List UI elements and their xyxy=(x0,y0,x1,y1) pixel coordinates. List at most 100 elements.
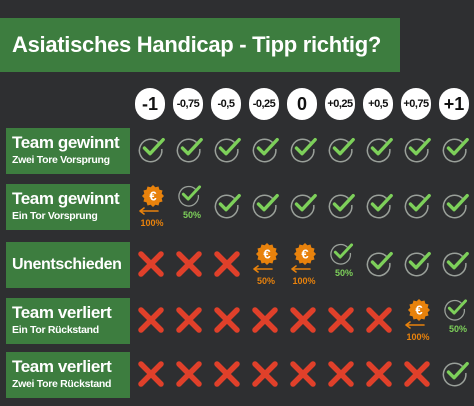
check-circle-icon xyxy=(328,137,355,163)
outcome-cell xyxy=(287,298,319,344)
check-circle-icon xyxy=(366,137,393,163)
svg-text:€: € xyxy=(149,189,156,204)
outcome-cell xyxy=(249,128,281,174)
outcome-cell xyxy=(211,184,243,230)
outcome-cell: €50% xyxy=(249,242,281,288)
outcome-cell xyxy=(401,184,433,230)
handicap-pill-3: -0,25 xyxy=(249,88,279,120)
outcome-cell xyxy=(135,128,167,174)
outcome-cell xyxy=(287,352,319,398)
cross-icon xyxy=(328,361,354,387)
row-label-title: Team gewinnt xyxy=(12,133,120,152)
row-label-subtitle: Ein Tor Vorsprung xyxy=(12,210,98,222)
outcome-cell xyxy=(173,352,205,398)
handicap-pill-7: +0,75 xyxy=(401,88,431,120)
outcome-cell xyxy=(249,352,281,398)
row-label-title: Team verliert xyxy=(12,357,112,376)
outcome-cell xyxy=(135,352,167,398)
outcome-cell xyxy=(325,298,357,344)
outcome-cell: €100% xyxy=(401,298,433,344)
outcome-cell xyxy=(439,242,471,288)
handicap-pill-4: 0 xyxy=(287,88,317,120)
payout-percent-label: 50% xyxy=(182,210,201,220)
check-circle-icon xyxy=(252,137,279,163)
check-circle-icon xyxy=(214,137,241,163)
row-label-1: Team gewinnt Ein Tor Vorsprung xyxy=(6,184,130,230)
payout-percent-label: 50% xyxy=(256,276,275,286)
check-circle-icon xyxy=(404,137,431,163)
outcome-cell xyxy=(363,352,395,398)
row-label-subtitle: Zwei Tore Rückstand xyxy=(12,378,112,390)
handicap-pill-6: +0,5 xyxy=(363,88,393,120)
row-label-title: Unentschieden xyxy=(12,256,122,273)
handicap-pill-0: -1 xyxy=(135,88,165,120)
check-circle-icon xyxy=(330,243,354,265)
euro-refund-icon: € xyxy=(139,185,164,215)
payout-percent-label: 100% xyxy=(292,276,316,286)
outcome-cell: 50% xyxy=(173,184,205,230)
outcome-cell: 50% xyxy=(439,298,471,344)
outcome-cell xyxy=(401,242,433,288)
outcome-cell xyxy=(135,242,167,288)
outcome-cell xyxy=(363,242,395,288)
row-label-subtitle: Ein Tor Rückstand xyxy=(12,324,99,336)
cross-icon xyxy=(252,307,278,333)
cross-icon xyxy=(138,251,164,277)
check-circle-icon xyxy=(328,193,355,219)
outcome-cell xyxy=(325,184,357,230)
check-circle-icon xyxy=(442,137,469,163)
page-title: Asiatisches Handicap - Tipp richtig? xyxy=(0,18,400,72)
outcome-cell xyxy=(401,128,433,174)
check-circle-icon xyxy=(178,185,202,207)
outcome-cell xyxy=(363,298,395,344)
cross-icon xyxy=(138,361,164,387)
check-circle-icon xyxy=(214,193,241,219)
outcome-cell xyxy=(211,128,243,174)
euro-refund-icon: € xyxy=(253,243,278,273)
cross-icon xyxy=(176,307,202,333)
cross-icon xyxy=(290,361,316,387)
row-label-3: Team verliert Ein Tor Rückstand xyxy=(6,298,130,344)
check-circle-icon xyxy=(366,251,393,277)
outcome-cell xyxy=(439,184,471,230)
handicap-pill-8: +1 xyxy=(439,88,469,120)
handicap-header-row: -1 -0,75 -0,5 -0,25 0 +0,25 +0,5 +0,75 +1 xyxy=(0,88,474,122)
euro-refund-icon: € xyxy=(291,243,316,273)
payout-percent-label: 100% xyxy=(406,332,430,342)
row-label-4: Team verliert Zwei Tore Rückstand xyxy=(6,352,130,398)
outcome-cell xyxy=(439,352,471,398)
outcome-cell xyxy=(249,298,281,344)
cross-icon xyxy=(252,361,278,387)
row-label-title: Team verliert xyxy=(12,303,112,322)
svg-text:€: € xyxy=(263,247,270,262)
check-circle-icon xyxy=(442,193,469,219)
outcome-cell xyxy=(173,242,205,288)
cross-icon xyxy=(214,251,240,277)
outcome-cell xyxy=(439,128,471,174)
cross-icon xyxy=(138,307,164,333)
outcome-cell xyxy=(211,352,243,398)
outcome-cell xyxy=(363,128,395,174)
cross-icon xyxy=(214,361,240,387)
cross-icon xyxy=(366,307,392,333)
cross-icon xyxy=(328,307,354,333)
outcome-cell xyxy=(401,352,433,398)
row-label-0: Team gewinnt Zwei Tore Vorsprung xyxy=(6,128,130,174)
handicap-pill-5: +0,25 xyxy=(325,88,355,120)
payout-percent-label: 50% xyxy=(448,324,467,334)
check-circle-icon xyxy=(366,193,393,219)
outcome-cell xyxy=(211,298,243,344)
outcome-cell xyxy=(287,184,319,230)
check-circle-icon xyxy=(444,299,468,321)
check-circle-icon xyxy=(138,137,165,163)
cross-icon xyxy=(176,251,202,277)
cross-icon xyxy=(214,307,240,333)
outcome-cell xyxy=(325,352,357,398)
outcome-cell: 50% xyxy=(325,242,357,288)
outcome-cell xyxy=(287,128,319,174)
check-circle-icon xyxy=(404,193,431,219)
cross-icon xyxy=(290,307,316,333)
row-label-title: Team gewinnt xyxy=(12,189,120,208)
check-circle-icon xyxy=(442,251,469,277)
cross-icon xyxy=(176,361,202,387)
